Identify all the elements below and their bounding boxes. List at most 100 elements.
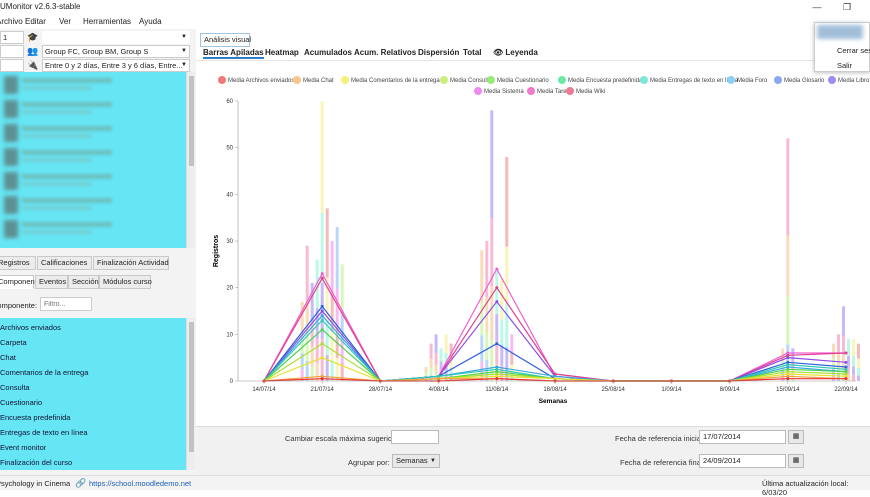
- stacked-bar-chart: 0 10 20 30 40 50 60 14/07/14 21/07/14 28/07/14 4/0…: [213, 99, 860, 405]
- y-tick-label: 0: [230, 379, 234, 385]
- role-combo[interactable]: 1: [0, 31, 24, 44]
- legend-label: Media Entregas de texto en línea: [650, 78, 739, 84]
- x-tick-label: 14/07/14: [252, 387, 276, 393]
- series-point: [786, 374, 790, 378]
- list-item[interactable]: [4, 170, 184, 192]
- series-point: [437, 374, 441, 378]
- bar: [340, 340, 344, 364]
- bar: [505, 302, 509, 348]
- menu-ayuda[interactable]: Ayuda: [139, 17, 162, 26]
- bar: [847, 355, 850, 367]
- bar: [786, 138, 790, 236]
- tab-acum-relativos[interactable]: Acum. Relativos: [354, 48, 417, 57]
- series-point: [320, 318, 324, 322]
- list-item[interactable]: Comentarios de la entrega: [0, 368, 89, 377]
- scroll-thumb[interactable]: [189, 322, 194, 452]
- tab-calificaciones[interactable]: Calificaciones: [37, 256, 92, 270]
- list-item[interactable]: Chat: [0, 353, 16, 362]
- legend-swatch: [640, 76, 648, 84]
- list-item[interactable]: Entregas de texto en línea: [0, 428, 88, 437]
- avatar: [4, 196, 18, 214]
- calendar-icon[interactable]: ▦: [788, 454, 804, 468]
- bar: [335, 357, 339, 381]
- series-point: [844, 351, 848, 355]
- user-list[interactable]: [0, 72, 186, 248]
- x-axis-label: Semanas: [539, 398, 568, 405]
- scroll-thumb[interactable]: [189, 76, 194, 166]
- series-point: [786, 372, 790, 376]
- tab-eventos[interactable]: Eventos: [35, 275, 68, 289]
- list-item[interactable]: Finalización del curso: [0, 458, 73, 467]
- bar: [842, 306, 845, 337]
- bar: [330, 297, 334, 332]
- legend-label: Media Chat: [303, 78, 334, 84]
- end-date-input[interactable]: 24/09/2014: [699, 454, 786, 468]
- logout-item[interactable]: Cerrar sesión: [837, 46, 870, 55]
- tab-seccion[interactable]: Sección: [68, 275, 99, 289]
- calendar-icon[interactable]: ▦: [788, 430, 804, 444]
- tab-analisis-visual[interactable]: Análisis visual: [200, 33, 251, 47]
- list-item[interactable]: Encuesta predefinida: [0, 413, 71, 422]
- menu-archivo[interactable]: Archivo: [0, 17, 23, 26]
- tab-registros[interactable]: Registros: [0, 256, 36, 270]
- role-combo-right[interactable]: ▼: [42, 31, 190, 44]
- bar: [852, 355, 855, 367]
- legend-item: Media Entregas de texto en línea: [640, 76, 738, 84]
- group-by-select[interactable]: Semanas ▼: [392, 454, 440, 468]
- legend-item: Media Glosario: [774, 76, 824, 84]
- bar: [505, 347, 509, 381]
- menu-herramientas[interactable]: Herramientas: [83, 17, 132, 26]
- list-item[interactable]: Archivos enviados: [0, 323, 61, 332]
- exit-item[interactable]: Salir: [837, 61, 853, 70]
- list-item[interactable]: Cuestionario: [0, 398, 43, 407]
- list-item[interactable]: [4, 98, 184, 120]
- avatar: [4, 172, 18, 190]
- server-link[interactable]: https://school.moodledemo.net: [89, 479, 192, 488]
- group-combo[interactable]: Group FC, Group BM, Group S ▼: [42, 45, 190, 58]
- menu-ver[interactable]: Ver: [59, 17, 72, 26]
- tab-total[interactable]: Total: [463, 48, 482, 57]
- legend-swatch: [558, 76, 566, 84]
- minimize-button[interactable]: —: [812, 2, 822, 12]
- series-point: [320, 342, 324, 346]
- tab-modulos-curso[interactable]: Módulos curso: [99, 275, 152, 289]
- x-tick-label: 11/08/14: [485, 387, 509, 393]
- tab-finalizacion-actividad[interactable]: Finalización Actividad: [93, 256, 169, 270]
- tab-leyenda[interactable]: 👁 Leyenda: [493, 48, 538, 57]
- component-list[interactable]: Archivos enviados Carpeta Chat Comentari…: [0, 318, 186, 470]
- list-item[interactable]: Event monitor: [0, 443, 47, 452]
- tab-barras-apiladas[interactable]: Barras Apiladas: [203, 48, 264, 59]
- list-item[interactable]: [4, 122, 184, 144]
- restore-button[interactable]: ❐: [842, 2, 852, 12]
- tab-heatmap[interactable]: Heatmap: [265, 48, 299, 57]
- component-list-scrollbar[interactable]: [186, 318, 195, 470]
- tab-dispersion[interactable]: Dispersión: [418, 48, 460, 57]
- start-date-input[interactable]: 17/07/2014: [699, 430, 786, 444]
- divider: [196, 60, 870, 61]
- bar: [449, 358, 453, 368]
- tab-acumulados[interactable]: Acumulados: [304, 48, 353, 57]
- filter-input[interactable]: [40, 297, 92, 311]
- list-item[interactable]: [4, 194, 184, 216]
- list-item[interactable]: [4, 146, 184, 168]
- tab-componentes[interactable]: Componentes: [0, 275, 45, 289]
- list-item[interactable]: Carpeta: [0, 338, 27, 347]
- activity-combo-left[interactable]: [0, 59, 24, 72]
- bar: [434, 353, 438, 365]
- chevron-down-icon: ▼: [430, 458, 436, 464]
- group-combo-left[interactable]: [0, 45, 24, 58]
- menu-bar: Archivo Editar Ver Herramientas Ayuda: [0, 14, 870, 29]
- menu-editar[interactable]: Editar: [25, 17, 46, 26]
- series-point: [786, 356, 790, 360]
- user-list-scrollbar[interactable]: [186, 72, 195, 248]
- bar: [444, 334, 448, 353]
- list-item[interactable]: Consulta: [0, 383, 30, 392]
- series-point: [786, 351, 790, 355]
- list-item[interactable]: [4, 218, 184, 240]
- scale-input[interactable]: [391, 430, 439, 444]
- activity-combo[interactable]: Entre 0 y 2 días, Entre 3 y 6 días, Entr…: [42, 59, 190, 72]
- list-item[interactable]: [4, 74, 184, 96]
- bar: [305, 245, 309, 300]
- series-point: [786, 353, 790, 357]
- bar: [480, 302, 484, 336]
